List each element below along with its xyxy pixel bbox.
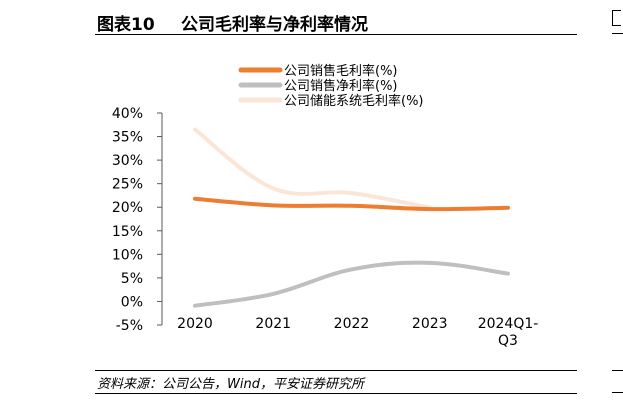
legend-label: 公司销售毛利率(%) — [284, 63, 398, 79]
figure-title: 公司毛利率与净利率情况 — [181, 15, 368, 35]
y-tick-label: 0% — [121, 294, 143, 310]
y-tick-label: 5% — [121, 271, 143, 287]
legend: 公司销售毛利率(%)公司销售净利率(%)公司储能系统毛利率(%) — [238, 63, 424, 109]
x-tick-label: 2020 — [177, 316, 213, 332]
x-tick-label: 2022 — [334, 316, 370, 332]
source-note: 资料来源：公司公告，Wind，平安证券研究所 — [97, 377, 364, 392]
y-tick-label: 40% — [112, 106, 143, 122]
series-line-0 — [193, 196, 510, 212]
y-tick-label: 10% — [112, 247, 143, 263]
adjacent-figure-edge — [612, 10, 621, 26]
y-tick-label: 15% — [112, 224, 143, 240]
adjacent-figure-rule-bottom-2 — [612, 392, 623, 393]
x-tick-label: 2024Q1-Q3 — [478, 316, 539, 349]
y-tick-label: 30% — [112, 153, 143, 169]
legend-label: 公司销售净利率(%) — [284, 78, 398, 94]
adjacent-figure-rule — [612, 33, 623, 34]
figure-label: 图表10 — [97, 15, 155, 35]
x-tick-label: 2023 — [412, 316, 448, 332]
x-tick-label: 2021 — [255, 316, 291, 332]
y-tick-label: 35% — [112, 130, 143, 146]
x-axis: 2020 2021 2022 2023 2024Q1-Q3 — [177, 316, 538, 349]
figure-title-bar: 图表10 公司毛利率与净利率情况 — [95, 6, 577, 35]
source-bar: 资料来源：公司公告，Wind，平安证券研究所 — [95, 370, 577, 394]
series-line-1 — [193, 260, 510, 308]
plot-series — [193, 127, 510, 308]
y-tick-label: -5% — [116, 318, 143, 334]
y-tick-label: 25% — [112, 177, 143, 193]
legend-label: 公司储能系统毛利率(%) — [284, 93, 424, 109]
series-line-2 — [193, 127, 432, 210]
y-axis: 40% 35% 30% 25% 20% 15% 10% 5% 0% -5% — [112, 106, 163, 334]
y-tick-label: 20% — [112, 200, 143, 216]
adjacent-figure-rule-bottom — [612, 370, 623, 371]
